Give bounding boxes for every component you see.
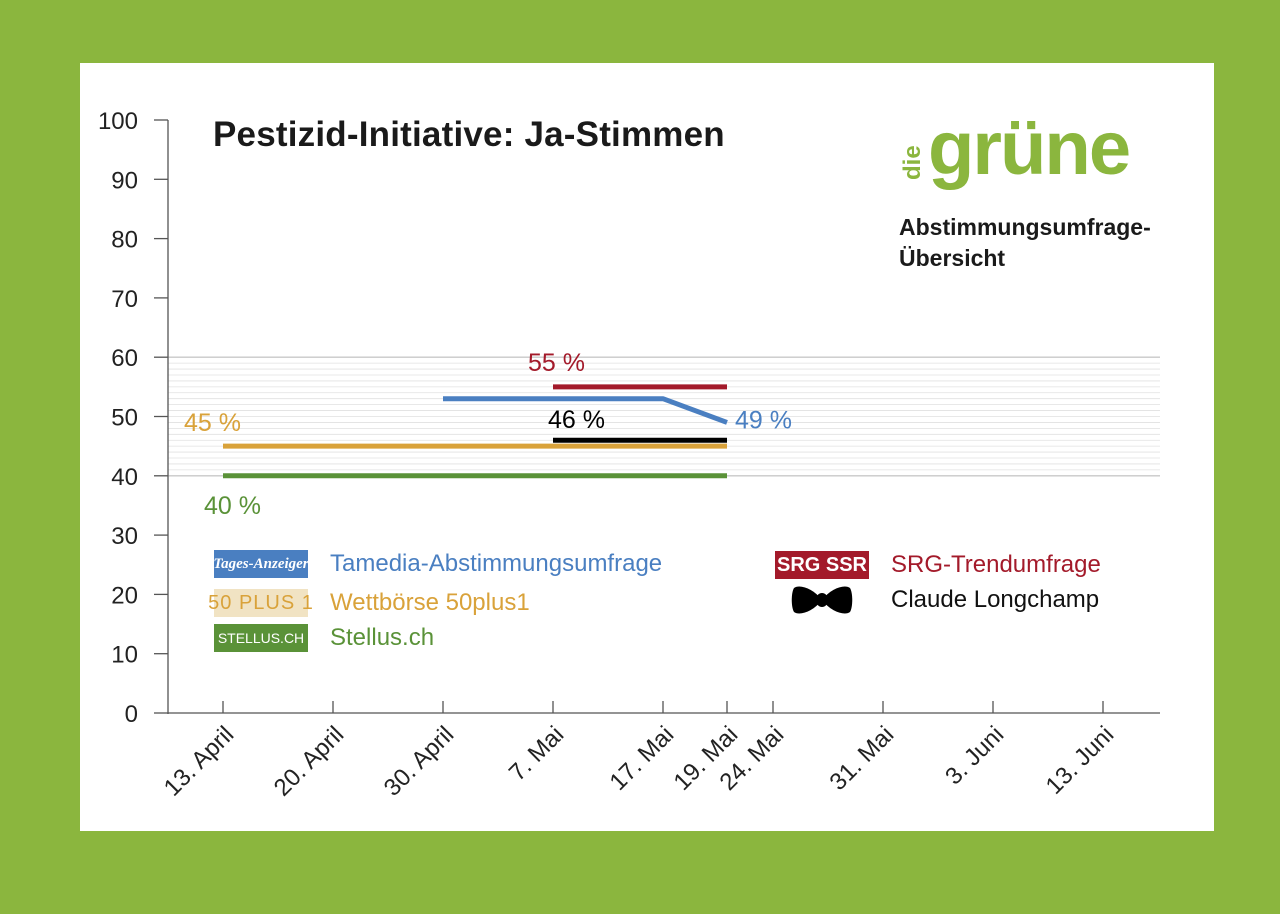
legend-wettboerse-label: Wettbörse 50plus1: [330, 589, 530, 616]
bow-tie-icon: [791, 586, 853, 614]
y-tick-label: 10: [111, 642, 138, 669]
chart-subtitle: Abstimmungsumfrage- Übersicht: [899, 212, 1151, 274]
chart-title: Pestizid-Initiative: Ja-Stimmen: [213, 115, 725, 154]
legend-tamedia-label: Tamedia-Abstimmungsumfrage: [330, 550, 663, 577]
x-tick-label: 17. Mai: [604, 721, 679, 796]
legend-stellus: STELLUS.CH Stellus.ch: [214, 623, 434, 653]
y-tick-label: 80: [111, 227, 138, 254]
x-tick-label: 13. April: [159, 721, 239, 801]
y-tick-label: 20: [111, 582, 138, 609]
x-tick-label: 7. Mai: [504, 721, 569, 786]
y-tick-label: 70: [111, 286, 138, 313]
y-tick-label: 30: [111, 523, 138, 550]
subtitle-line-1: Abstimmungsumfrage-: [899, 214, 1151, 240]
y-tick-label: 50: [111, 405, 138, 432]
x-tick-label: 30. April: [379, 721, 459, 801]
y-tick-label: 40: [111, 464, 138, 491]
subtitle-line-2: Übersicht: [899, 245, 1006, 271]
y-tick-label: 0: [125, 701, 138, 728]
50plus1-logo: 50 PLUS 1: [208, 589, 313, 617]
series-end-label-stellus: 40 %: [204, 492, 261, 520]
x-tick-label: 20. April: [269, 721, 349, 801]
legend-longchamp-label: Claude Longchamp: [891, 586, 1100, 613]
die-gruene-logo: die grüne: [899, 118, 1131, 191]
x-tick-label: 31. Mai: [824, 721, 899, 796]
legend-longchamp-icon-box: [775, 585, 869, 615]
series-end-label-srg: 55 %: [528, 349, 585, 377]
legend-srg-label: SRG-Trendumfrage: [891, 551, 1101, 578]
series-line-tamedia: [443, 396, 728, 425]
logo-big-text: grüne: [928, 118, 1129, 191]
highlight-band: [168, 356, 1160, 477]
legend-longchamp: Claude Longchamp: [775, 585, 1099, 615]
legend-stellus-label: Stellus.ch: [330, 624, 435, 651]
series-end-label-wettboerse: 45 %: [184, 409, 241, 437]
srg-ssr-logo: SRG SSR: [775, 551, 869, 579]
y-tick-label: 90: [111, 167, 138, 194]
stellus-logo: STELLUS.CH: [214, 624, 308, 652]
legend-srg: SRG SSR SRG-Trendumfrage: [775, 550, 1101, 580]
y-tick-label: 60: [111, 345, 138, 372]
x-tick-label: 13. Juni: [1041, 721, 1120, 800]
logo-small-text: die: [899, 145, 926, 180]
y-tick-label: 100: [98, 108, 138, 135]
legend-wettboerse: 50 PLUS 1 Wettbörse 50plus1: [208, 588, 530, 618]
legend-tamedia: Tages-Anzeiger Tamedia-Abstimmungsumfrag…: [213, 549, 662, 579]
x-tick-label: 3. Juni: [940, 721, 1009, 790]
series-end-label-longchamp: 46 %: [548, 406, 605, 434]
tages-anzeiger-logo: Tages-Anzeiger: [213, 550, 309, 578]
series-end-label-tamedia: 49 %: [735, 406, 792, 434]
